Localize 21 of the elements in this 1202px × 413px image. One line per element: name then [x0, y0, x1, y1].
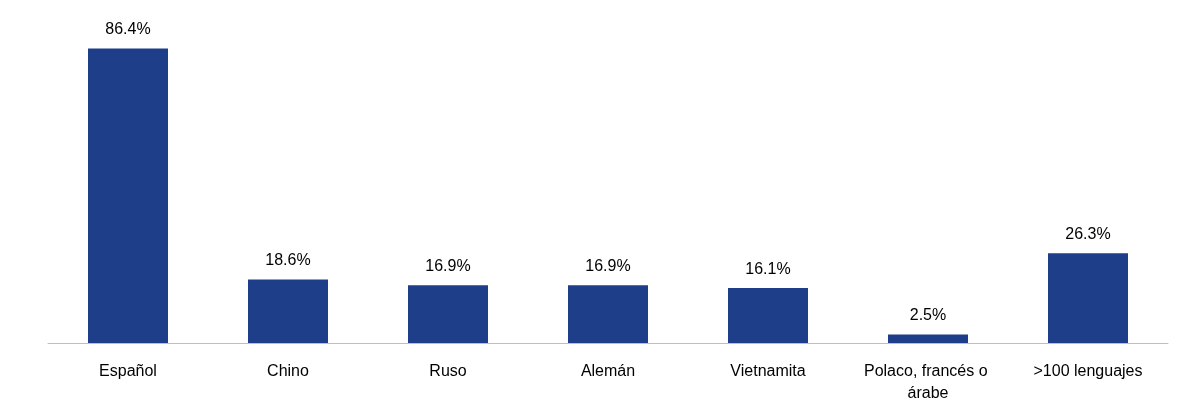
bar	[248, 279, 328, 343]
x-tick-label: Vietnamita	[730, 361, 806, 379]
x-tick-label: Alemán	[580, 361, 636, 379]
bar	[88, 48, 168, 343]
bar	[728, 288, 808, 343]
x-tick-label: Polaco, francés o árabe	[863, 361, 993, 401]
bar	[888, 334, 968, 343]
data-label: 2.5%	[909, 305, 947, 323]
data-label: 16.1%	[745, 259, 791, 277]
x-tick-label: Ruso	[429, 361, 467, 379]
data-label: 86.4%	[105, 19, 151, 37]
bar	[568, 285, 648, 343]
x-tick-label: Chino	[267, 361, 309, 379]
bar	[408, 285, 488, 343]
data-label: 16.9%	[585, 256, 631, 274]
bar	[1048, 253, 1128, 343]
data-label: 16.9%	[425, 256, 471, 274]
data-label: 18.6%	[265, 251, 311, 269]
x-tick-label: Español	[99, 361, 157, 379]
data-label: 26.3%	[1065, 224, 1111, 242]
x-tick-label: >100 lenguajes	[1033, 361, 1143, 379]
